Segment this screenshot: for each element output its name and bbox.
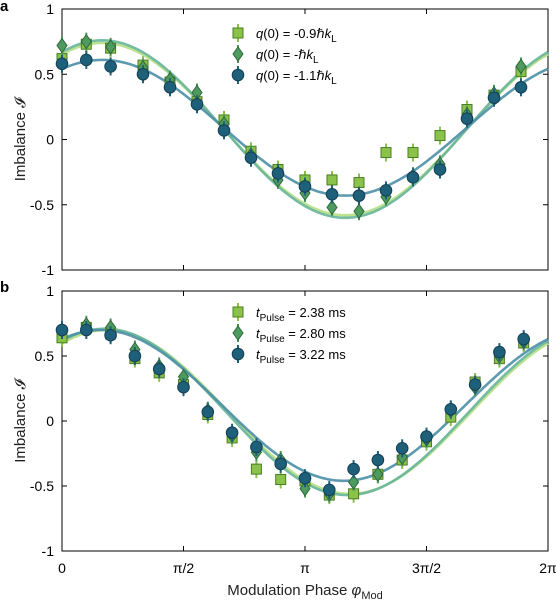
- data-point: [250, 463, 262, 475]
- panel-b-label: b: [0, 279, 10, 296]
- data-point: [298, 180, 312, 193]
- data-point: [128, 349, 142, 363]
- data-point: [326, 174, 338, 186]
- x-tick-label: 3π/2: [412, 560, 441, 576]
- data-point: [514, 81, 528, 94]
- data-point: [244, 151, 258, 165]
- data-point: [353, 177, 365, 189]
- data-point: [395, 442, 409, 455]
- data-point: [274, 457, 287, 471]
- x-tick-label: 2π: [539, 560, 556, 576]
- y-tick-label: 1: [46, 283, 54, 299]
- data-point: [444, 403, 458, 416]
- panel-b: -1 -0.5 0 0.5 1 0 π/2 π 3π/2 2π Imbalance 𝓘 Modulat…: [12, 283, 556, 602]
- data-point: [515, 58, 527, 75]
- data-point: [217, 124, 231, 137]
- data-point: [353, 203, 365, 220]
- data-point: [420, 430, 433, 443]
- data-point: [347, 462, 360, 476]
- legend-marker: [232, 306, 244, 318]
- y-tick-label: 0: [46, 413, 54, 429]
- x-tick-label: π/2: [173, 560, 195, 576]
- data-point: [152, 362, 166, 376]
- data-point: [225, 426, 239, 440]
- data-point: [379, 184, 393, 197]
- data-point: [326, 199, 338, 216]
- data-point: [433, 163, 447, 176]
- data-point: [104, 328, 117, 342]
- y-tick-label: 1: [46, 1, 54, 17]
- y-axis-label: Imbalance 𝓘: [12, 376, 29, 462]
- data-point: [371, 453, 385, 467]
- legend-entry: q(0) = -1.1ℏkL: [256, 68, 337, 87]
- y-tick-label: -0.5: [30, 197, 54, 213]
- y-tick-label: 0.5: [35, 348, 55, 364]
- data-point: [434, 130, 446, 142]
- data-point: [56, 37, 68, 54]
- y-tick-label: -0.5: [30, 478, 54, 494]
- data-point: [201, 405, 215, 419]
- data-point: [347, 474, 360, 490]
- data-point: [163, 81, 177, 94]
- data-point: [380, 147, 392, 159]
- data-point: [275, 474, 287, 485]
- data-point: [80, 33, 92, 50]
- data-point: [299, 480, 311, 497]
- x-tick-label: 0: [58, 560, 66, 576]
- data-point: [250, 440, 263, 454]
- data-point: [136, 67, 150, 81]
- legend-entry: q(0) = -ℏkL: [256, 47, 319, 66]
- legend-entry: q(0) = -0.9ℏkL: [256, 26, 337, 45]
- data-point: [487, 91, 501, 105]
- data-point: [406, 171, 420, 184]
- data-point: [271, 167, 285, 180]
- legend-marker: [231, 347, 245, 361]
- data-point: [80, 323, 93, 337]
- legend-entry: tPulse = 2.80 ms: [256, 326, 346, 345]
- y-axis-label: Imbalance 𝓘: [12, 95, 29, 181]
- legend-entry: tPulse = 3.22 ms: [256, 347, 346, 366]
- data-point: [325, 188, 339, 201]
- y-tick-label: 0: [46, 132, 54, 148]
- data-point: [372, 466, 384, 483]
- y-tick-label: 0.5: [35, 66, 55, 82]
- data-point: [55, 57, 69, 71]
- data-point: [493, 345, 506, 359]
- data-point: [177, 380, 190, 394]
- data-point: [407, 147, 419, 159]
- x-axis-label: Modulation Phase φMod: [227, 582, 382, 602]
- y-tick-label: -1: [42, 543, 55, 559]
- data-point: [460, 112, 474, 125]
- legend-entry: tPulse = 2.38 ms: [256, 305, 346, 324]
- legend-marker: [232, 27, 244, 39]
- data-point: [55, 323, 69, 337]
- data-point: [104, 38, 117, 55]
- x-tick-label: π: [300, 560, 310, 576]
- panel-a-label: a: [0, 0, 9, 15]
- legend-marker: [232, 325, 244, 341]
- legend-marker: [232, 46, 244, 62]
- y-tick-label: -1: [42, 262, 55, 278]
- data-point: [80, 53, 93, 67]
- legend-marker: [231, 68, 245, 82]
- data-point: [190, 97, 204, 111]
- data-point: [323, 483, 336, 497]
- data-point: [104, 60, 117, 73]
- data-point: [298, 471, 312, 485]
- data-point: [352, 189, 366, 202]
- panel-a: -1 -0.5 0 0.5 1 Imbalance 𝓘 q(0) = -0.9ℏkL q(0)…: [12, 1, 549, 278]
- data-point: [517, 332, 530, 346]
- data-point: [468, 378, 482, 391]
